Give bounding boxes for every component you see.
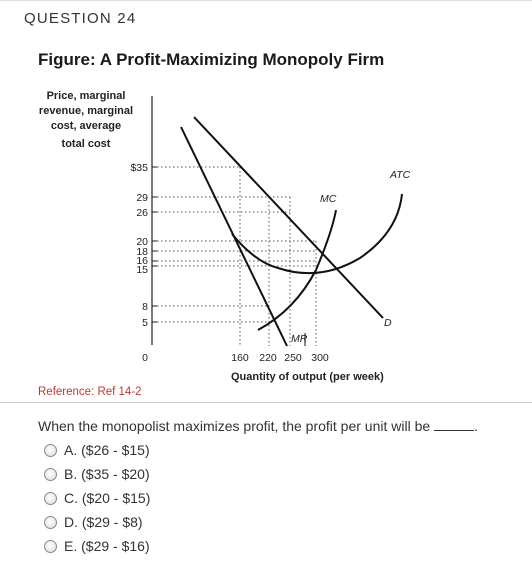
- option-b-label: B. ($35 - $20): [64, 466, 150, 482]
- x-tick-300: 300: [311, 352, 329, 364]
- y-tick-29: 29: [136, 192, 148, 204]
- guide-lines: [157, 166, 317, 346]
- y-tick-35: $35: [130, 162, 148, 174]
- monopoly-figure: Price, marginal revenue, marginal cost, …: [39, 90, 411, 383]
- y-tick-0: 0: [142, 352, 148, 364]
- y-axis-label-line-1: Price, marginal: [47, 90, 126, 102]
- question-header: QUESTION 24: [24, 10, 137, 27]
- y-tick-8: 8: [142, 301, 148, 313]
- option-c-label: C. ($20 - $15): [64, 490, 151, 506]
- option-b[interactable]: B. ($35 - $20): [44, 462, 150, 486]
- y-tick-5: 5: [142, 317, 148, 329]
- option-a[interactable]: A. ($26 - $15): [44, 438, 150, 462]
- option-b-radio[interactable]: [44, 467, 57, 481]
- answer-blank: [434, 418, 475, 431]
- figure-title: Figure: A Profit-Maximizing Monopoly Fir…: [38, 50, 385, 69]
- y-ticks: [152, 166, 157, 323]
- mc-curve: [257, 209, 337, 331]
- option-c[interactable]: C. ($20 - $15): [44, 486, 150, 510]
- top-divider: [0, 0, 532, 1]
- option-a-radio[interactable]: [44, 443, 57, 457]
- atc-curve: [231, 193, 403, 275]
- y-axis-label-line-4: total cost: [62, 138, 111, 150]
- x-tick-250: 250: [284, 352, 302, 364]
- reference-divider: [0, 402, 532, 403]
- x-tick-160: 160: [231, 352, 249, 364]
- option-d-radio[interactable]: [44, 515, 57, 529]
- y-tick-15: 15: [136, 264, 148, 276]
- mc-label: MC: [320, 193, 337, 205]
- mr-label: MR: [291, 333, 308, 345]
- option-e-radio[interactable]: [44, 539, 57, 553]
- option-e-label: E. ($29 - $16): [64, 538, 150, 554]
- question-text: When the monopolist maximizes profit, th…: [38, 418, 431, 434]
- answer-options: A. ($26 - $15) B. ($35 - $20) C. ($20 - …: [44, 438, 150, 558]
- reference-note: Reference: Ref 14-2: [38, 386, 142, 398]
- y-axis-label-line-3: cost, average: [51, 120, 121, 132]
- y-axis-label-line-2: revenue, marginal: [39, 105, 133, 117]
- x-axis-label: Quantity of output (per week): [231, 371, 384, 383]
- option-e[interactable]: E. ($29 - $16): [44, 534, 150, 558]
- demand-label: D: [384, 317, 392, 329]
- y-tick-18: 18: [136, 246, 148, 258]
- option-d-label: D. ($29 - $8): [64, 514, 143, 530]
- option-a-label: A. ($26 - $15): [64, 442, 150, 458]
- y-tick-20: 20: [136, 236, 148, 248]
- x-tick-220: 220: [259, 352, 277, 364]
- atc-label: ATC: [389, 169, 411, 181]
- option-c-radio[interactable]: [44, 491, 57, 505]
- demand-curve: [193, 116, 384, 319]
- question-prompt: When the monopolist maximizes profit, th…: [38, 418, 479, 434]
- y-tick-26: 26: [136, 207, 148, 219]
- y-tick-16: 16: [136, 255, 148, 267]
- option-d[interactable]: D. ($29 - $8): [44, 510, 150, 534]
